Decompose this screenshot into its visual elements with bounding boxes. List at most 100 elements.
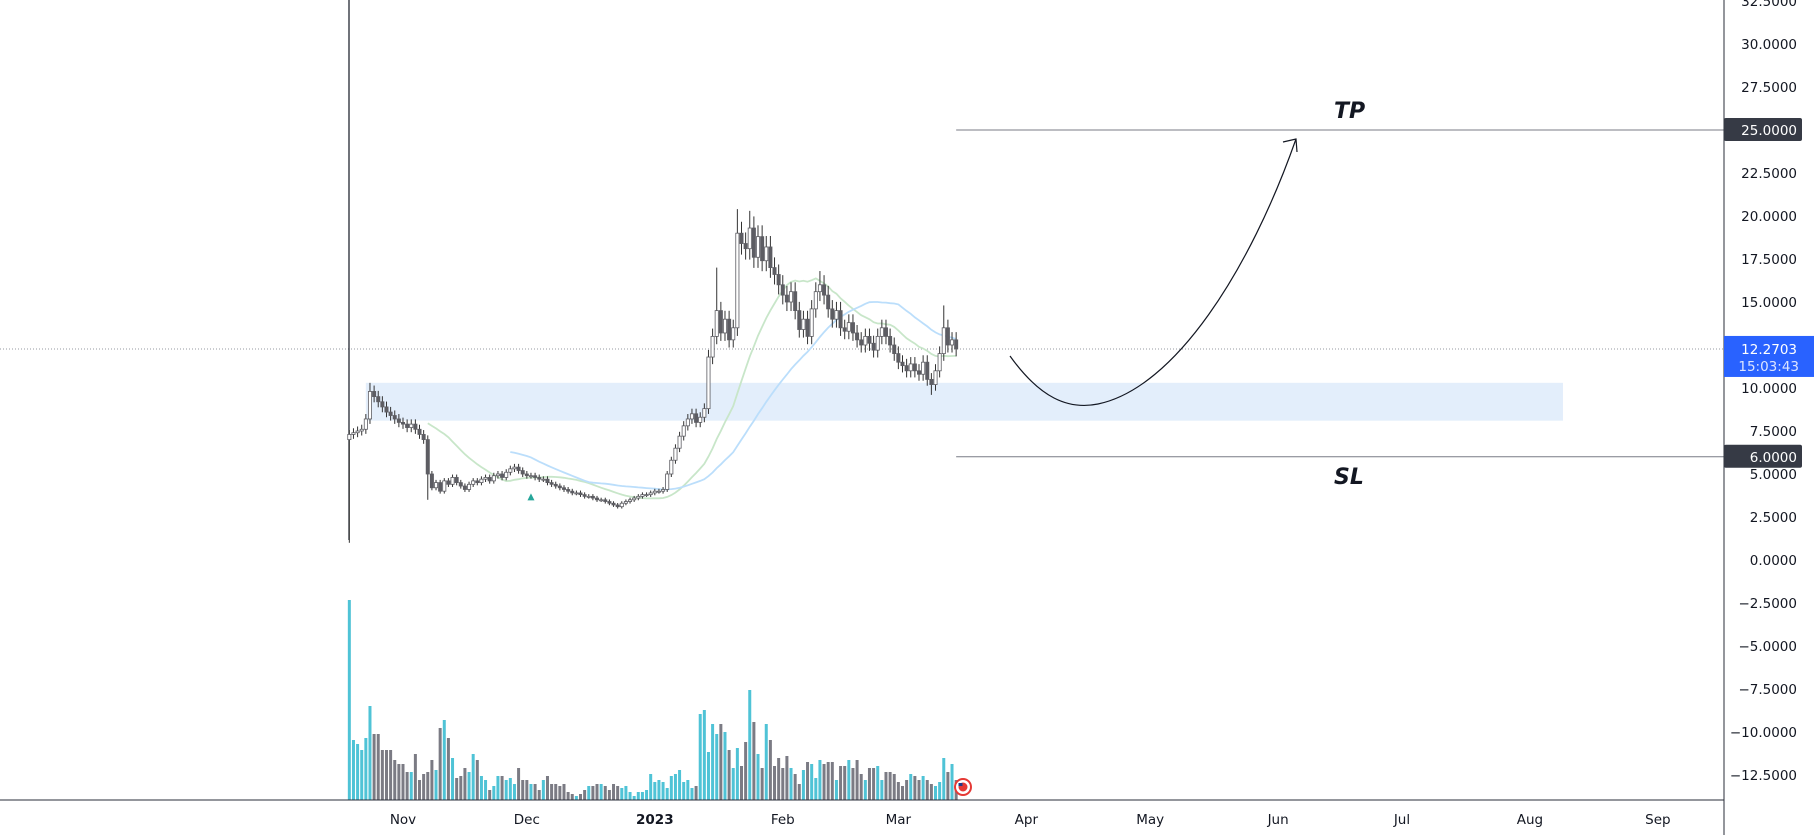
price-tick-label: 32.5000: [1741, 0, 1797, 10]
volume-bar: [636, 792, 640, 800]
volume-bar: [834, 780, 838, 800]
volume-bar: [632, 796, 636, 800]
volume-bar: [451, 758, 455, 800]
candle-body: [640, 494, 645, 497]
volume-bar: [376, 734, 380, 800]
candle-body: [438, 482, 443, 492]
volume-bar: [434, 770, 438, 800]
volume-bar: [888, 772, 892, 800]
candle-body: [830, 308, 835, 320]
candle-body: [747, 227, 752, 250]
candle-body: [706, 356, 711, 410]
volume-bar: [587, 786, 591, 800]
volume-bar: [517, 768, 521, 800]
candle-body: [409, 423, 414, 428]
volume-bar: [471, 754, 475, 800]
candle-body: [648, 492, 653, 496]
volume-bar: [760, 768, 764, 800]
candle-body: [652, 490, 657, 494]
volume-bar: [872, 768, 876, 800]
candle-body: [929, 378, 934, 385]
volume-bar: [665, 788, 669, 800]
volume-bar: [512, 784, 516, 800]
volume-bar: [463, 768, 467, 800]
time-tick-label: Sep: [1645, 812, 1670, 828]
volume-bar: [467, 772, 471, 800]
volume-bar: [360, 750, 364, 800]
volume-bar: [731, 768, 735, 800]
volume-bar: [806, 762, 810, 800]
candle-body: [817, 284, 822, 293]
volume-bar: [851, 768, 855, 800]
volume-bar: [624, 786, 628, 800]
candle-body: [434, 482, 439, 489]
volume-bar: [475, 760, 479, 800]
annotations[interactable]: [527, 129, 1724, 501]
volume-bar: [488, 790, 492, 800]
price-axis[interactable]: 32.5000 30.0000 27.5000 22.5000 20.0000 17.50…: [1724, 0, 1814, 784]
candle-body: [628, 499, 633, 502]
sl-label: SL: [1334, 465, 1364, 490]
candle-body: [454, 477, 459, 484]
candle-body: [417, 428, 422, 435]
volume-bar: [620, 788, 624, 800]
candle-body: [400, 421, 405, 425]
candle-body: [896, 353, 901, 363]
volume-bar: [459, 776, 463, 800]
price-tick-label: 0.0000: [1750, 553, 1797, 569]
volume-bar: [479, 776, 483, 800]
volume-bar: [929, 784, 933, 800]
volume-bar: [595, 784, 599, 800]
candle-body: [809, 308, 814, 337]
volume-bar: [706, 752, 710, 800]
candle-body: [429, 473, 434, 489]
candle-body: [702, 408, 707, 418]
volume-bar: [545, 776, 549, 800]
last-price-badge: [1724, 335, 1814, 377]
candle-body: [793, 291, 798, 311]
candle-body: [945, 327, 950, 346]
candle-body: [751, 227, 756, 258]
volume-bar: [591, 786, 595, 800]
demand-zone-layer: [365, 382, 1563, 421]
candle-body: [590, 495, 595, 499]
candle-body: [776, 274, 781, 286]
time-axis[interactable]: Nov Dec 2023 Feb Mar Apr May Jun Jul Aug Sep: [390, 812, 1671, 828]
volume-bar: [880, 780, 884, 800]
candle-body: [933, 370, 938, 385]
price-tick-label: 15.0000: [1741, 295, 1797, 311]
candle-body: [599, 499, 604, 502]
volume-bar: [496, 776, 500, 800]
volume-bar: [500, 776, 504, 800]
candle-body: [685, 418, 690, 427]
projection-curve-arrow[interactable]: [1009, 138, 1297, 407]
candle-body: [879, 327, 884, 337]
bar-countdown-label: 15:03:43: [1738, 359, 1799, 375]
events-flag-icon[interactable]: [954, 778, 972, 796]
candle-body: [722, 318, 727, 334]
volume-bar: [570, 794, 574, 800]
candle-body: [549, 482, 554, 485]
volume-bar: [839, 766, 843, 800]
volume-bar: [905, 780, 909, 800]
volume-bar: [698, 714, 702, 800]
volume-bar: [843, 766, 847, 800]
volume-bar: [603, 786, 607, 800]
time-tick-label: Jun: [1267, 812, 1289, 828]
candle-body: [578, 492, 583, 496]
candles: [347, 209, 959, 543]
candle-body: [413, 423, 418, 430]
volume-bar: [913, 776, 917, 800]
moving-averages: [427, 277, 957, 500]
volume-bar: [566, 792, 570, 800]
candle-body: [921, 361, 926, 375]
time-tick-label: Apr: [1015, 812, 1039, 828]
volume-bar: [909, 774, 913, 800]
volume-bar: [727, 750, 731, 800]
candle-body: [764, 246, 769, 262]
volume-bar: [797, 784, 801, 800]
volume-bar: [702, 710, 706, 800]
candle-body: [727, 318, 732, 341]
price-tick-label: 2.5000: [1750, 510, 1797, 526]
